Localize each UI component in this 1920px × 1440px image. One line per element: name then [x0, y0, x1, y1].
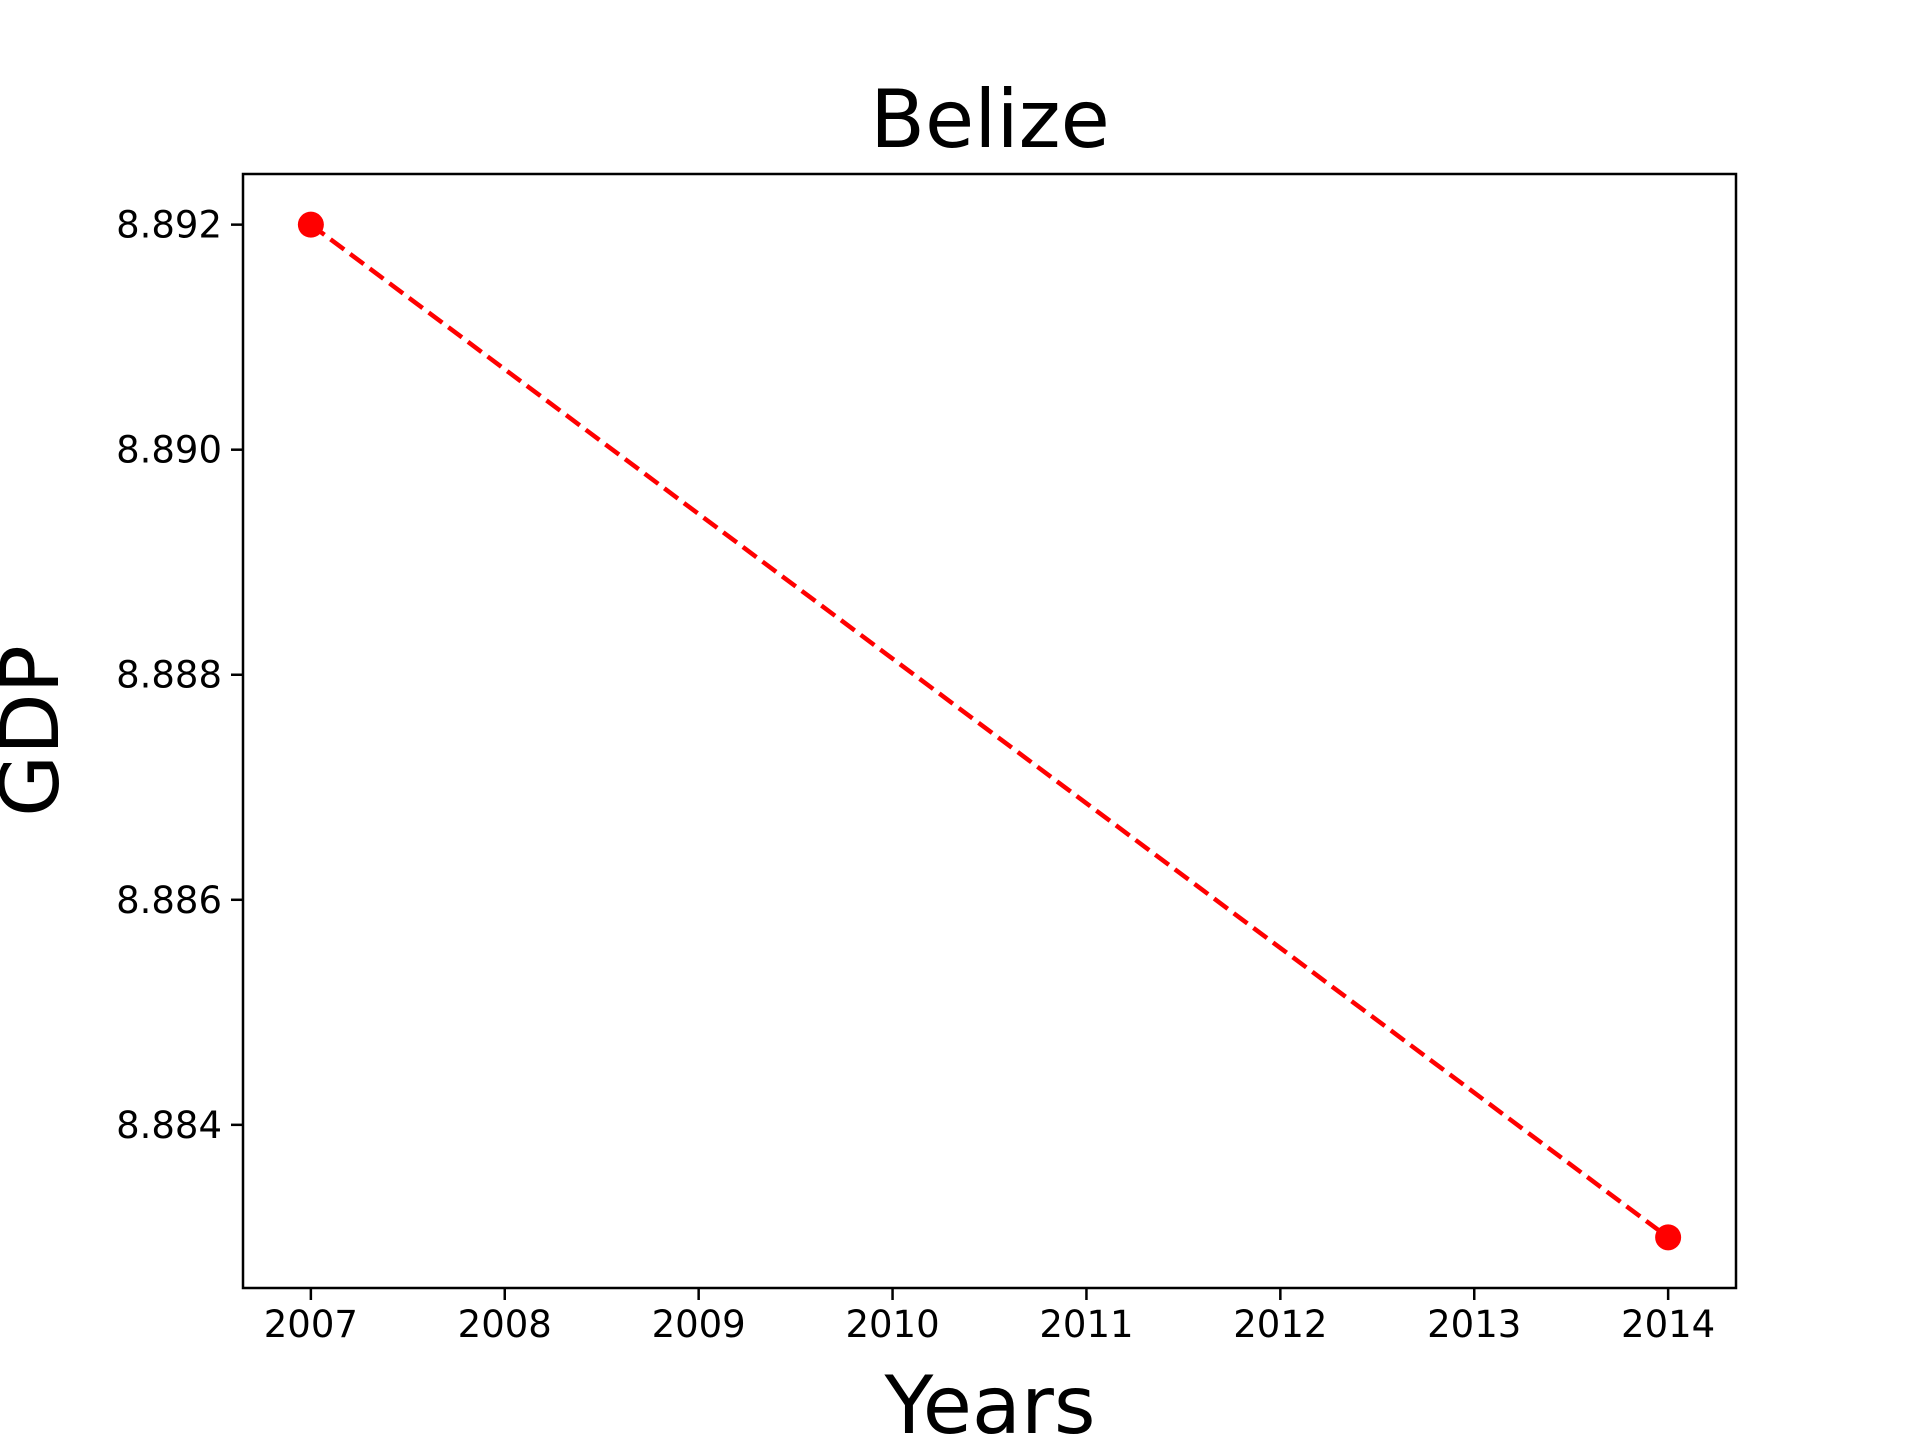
y-tick-label: 8.892: [116, 204, 222, 247]
y-tick-label: 8.890: [116, 429, 222, 472]
x-axis-label: Years: [883, 1359, 1095, 1440]
y-tick-label: 8.888: [116, 654, 222, 697]
y-tick-label: 8.884: [116, 1104, 222, 1147]
x-tick-label: 2007: [264, 1303, 358, 1346]
x-tick-label: 2009: [652, 1303, 746, 1346]
x-tick-label: 2012: [1233, 1303, 1327, 1346]
y-axis: 8.884 8.886 8.888 8.890 8.892: [116, 204, 243, 1147]
x-axis: 2007 2008 2009 2010 2011 2012 2013 2014: [264, 1288, 1715, 1346]
plot-frame: [241, 172, 1738, 1290]
data-point: [1655, 1224, 1682, 1251]
y-axis-label: GDP: [0, 645, 77, 817]
series-line: [309, 222, 1670, 1240]
x-tick-label: 2008: [458, 1303, 552, 1346]
data-point: [297, 211, 324, 238]
chart-title: Belize: [870, 73, 1110, 166]
x-tick-label: 2013: [1427, 1303, 1521, 1346]
x-tick-label: 2014: [1621, 1303, 1715, 1346]
x-tick-label: 2010: [845, 1303, 939, 1346]
series-layer: [297, 211, 1682, 1251]
x-tick-label: 2011: [1039, 1303, 1133, 1346]
y-tick-label: 8.886: [116, 879, 222, 922]
